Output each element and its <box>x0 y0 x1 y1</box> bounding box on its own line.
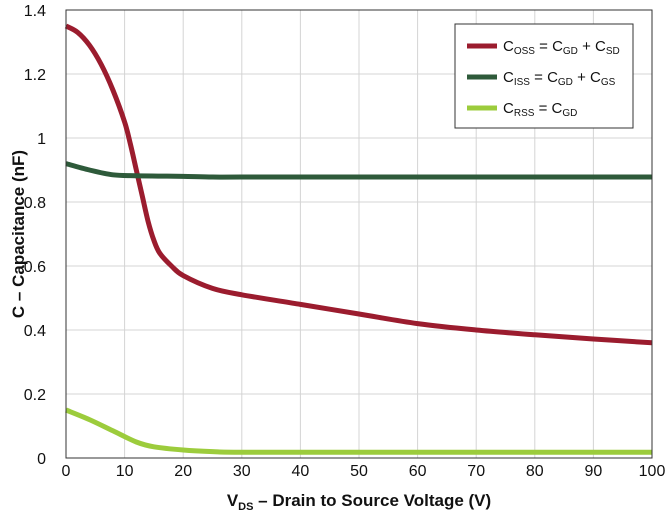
legend-item-ciss: CISS = CGD + CGS <box>467 69 616 88</box>
series-line-coss <box>64 23 653 346</box>
x-tick-label: 0 <box>62 463 71 480</box>
x-tick-labels: 0 10 20 30 40 50 60 70 80 90 100 <box>62 463 665 480</box>
legend-item-coss: COSS = CGD + CSD <box>467 38 620 57</box>
x-tick-label: 50 <box>350 463 368 480</box>
series-line-ciss <box>65 161 652 180</box>
series-line-crss <box>65 407 652 455</box>
legend: COSS = CGD + CSD CISS = CGD + CGS CRSS = C… <box>454 23 634 129</box>
y-tick-label: 1.4 <box>24 3 46 20</box>
legend-label: CRSS = CGD <box>503 100 577 119</box>
x-axis-title: VDS – Drain to Source Voltage (V) <box>227 491 491 513</box>
plot-frame <box>65 9 653 459</box>
series-lines <box>64 23 653 455</box>
y-tick-label: 0.4 <box>24 323 46 340</box>
x-axis-title-sub: DS <box>238 501 253 513</box>
y-tick-labels: 0 0.2 0.4 0.6 0.8 1 1.2 1.4 <box>24 3 46 468</box>
x-axis-title-rest: – Drain to Source Voltage (V) <box>253 491 491 510</box>
x-axis-title-main: V <box>227 491 239 510</box>
y-tick-label: 0.6 <box>24 259 46 276</box>
x-tick-label: 10 <box>116 463 134 480</box>
x-tick-label: 30 <box>233 463 251 480</box>
x-tick-label: 80 <box>526 463 544 480</box>
x-tick-label: 90 <box>585 463 603 480</box>
x-tick-label: 60 <box>409 463 427 480</box>
y-tick-label: 1 <box>37 131 46 148</box>
legend-item-crss: CRSS = CGD <box>467 100 577 119</box>
y-axis-title: C – Capacitance (nF) <box>9 150 28 318</box>
y-tick-label: 0.2 <box>24 387 46 404</box>
x-tick-label: 100 <box>639 463 665 480</box>
legend-label: CISS = CGD + CGS <box>503 69 616 88</box>
legend-label: COSS = CGD + CSD <box>503 38 620 57</box>
x-tick-label: 40 <box>292 463 310 480</box>
grid <box>66 10 652 458</box>
x-tick-label: 70 <box>467 463 485 480</box>
x-tick-label: 20 <box>174 463 192 480</box>
y-tick-label: 1.2 <box>24 67 46 84</box>
y-tick-label: 0.8 <box>24 195 46 212</box>
y-tick-label: 0 <box>37 451 46 468</box>
